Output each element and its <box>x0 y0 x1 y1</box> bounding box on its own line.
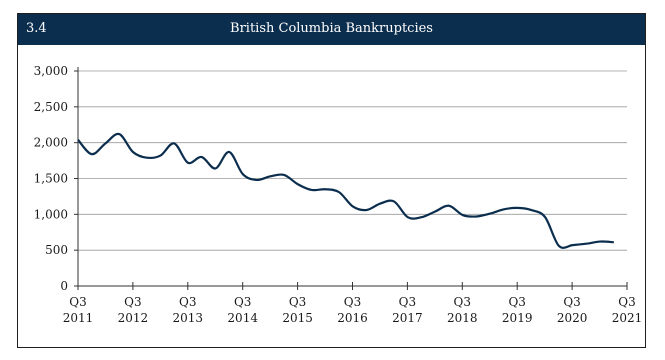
y-tick-labels: 0 500 1,000 1,500 2,000 2,500 3,000 <box>34 64 68 293</box>
x-tick-quarter: Q3 <box>234 295 251 309</box>
chart-number: 3.4 <box>26 21 47 36</box>
x-tick-quarter: Q3 <box>563 295 580 309</box>
x-tick-quarter: Q3 <box>344 295 361 309</box>
y-tick-label: 2,000 <box>34 136 68 150</box>
gridlines <box>74 70 627 287</box>
x-tick-quarter: Q3 <box>618 295 635 309</box>
y-tick-label: 3,000 <box>34 64 68 78</box>
axes <box>77 67 628 290</box>
x-tick-year: 2014 <box>227 311 258 325</box>
x-tick-year: 2016 <box>337 311 368 325</box>
x-tick-quarter: Q3 <box>124 295 141 309</box>
x-tick-year: 2015 <box>282 311 313 325</box>
x-tick-year: 2019 <box>502 311 533 325</box>
series-group <box>77 132 614 249</box>
x-tick-quarter: Q3 <box>508 295 525 309</box>
chart-title: British Columbia Bankruptcies <box>230 21 433 36</box>
x-tick-labels: Q3 2011 Q3 2012 Q3 2013 Q3 2014 Q3 2015 Q3 2016 Q3 20… <box>63 295 643 325</box>
x-tick-quarter: Q3 <box>289 295 306 309</box>
x-tick-year: 2018 <box>447 311 478 325</box>
x-tick-quarter: Q3 <box>69 295 86 309</box>
chart-frame: 3.4 British Columbia Bankruptcies <box>17 13 646 348</box>
y-tick-label: 1,000 <box>34 207 68 221</box>
x-tick-quarter: Q3 <box>454 295 471 309</box>
x-tick-year: 2020 <box>557 311 588 325</box>
x-tick-year: 2012 <box>118 311 149 325</box>
y-tick-label: 500 <box>45 243 68 257</box>
x-tick-quarter: Q3 <box>399 295 416 309</box>
x-tick-quarter: Q3 <box>179 295 196 309</box>
x-tick-year: 2021 <box>612 311 643 325</box>
x-tick-year: 2017 <box>392 311 423 325</box>
y-tick-label: 1,500 <box>34 172 68 186</box>
chart-header: 3.4 British Columbia Bankruptcies <box>18 14 645 45</box>
y-tick-label: 2,500 <box>34 100 68 114</box>
x-tick-year: 2011 <box>63 311 94 325</box>
y-tick-label: 0 <box>60 279 68 293</box>
x-tick-year: 2013 <box>173 311 204 325</box>
series-line <box>77 132 614 249</box>
